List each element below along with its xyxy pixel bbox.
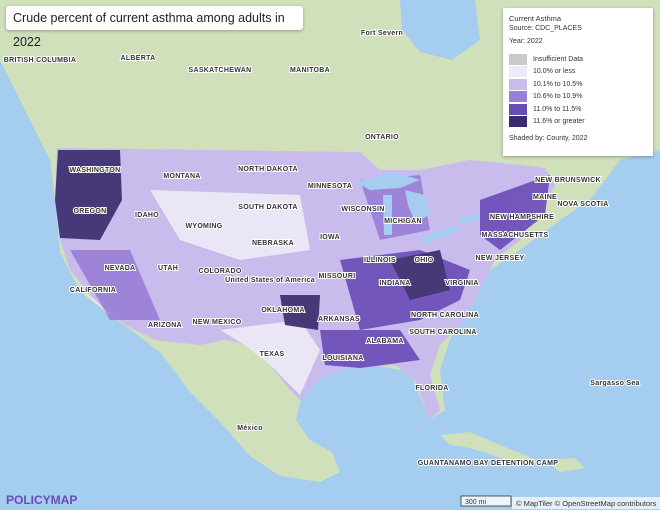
lake-erie	[420, 225, 460, 245]
lake-michigan	[383, 195, 392, 235]
legend-label: 11.0% to 11.5%	[533, 105, 582, 113]
place-label: INDIANA	[379, 280, 410, 287]
place-label: NEBRASKA	[252, 240, 294, 247]
legend-swatch	[509, 91, 527, 103]
place-label: UTAH	[158, 265, 178, 272]
legend-swatch	[509, 116, 527, 128]
legend-item: 11.0% to 11.5%	[509, 103, 647, 116]
place-label: ARKANSAS	[318, 316, 360, 323]
lake-ontario	[458, 214, 480, 224]
place-label: OHIO	[414, 257, 433, 264]
legend-swatch	[509, 78, 527, 90]
place-label: SASKATCHEWAN	[189, 67, 252, 74]
place-label: ONTARIO	[365, 134, 399, 141]
place-label: NEW JERSEY	[476, 255, 525, 262]
place-label: FLORIDA	[415, 385, 448, 392]
place-label: WYOMING	[185, 223, 222, 230]
place-label: México	[237, 425, 263, 432]
place-label: NEW HAMPSHIRE	[490, 214, 554, 221]
place-label: ILLINOIS	[364, 257, 396, 264]
place-label: ALABAMA	[366, 338, 403, 345]
place-label: United States of America	[225, 277, 315, 284]
hudson-bay	[400, 0, 480, 60]
place-label: CALIFORNIA	[70, 287, 116, 294]
legend-label: Insufficient Data	[533, 55, 584, 63]
place-label: MANITOBA	[290, 67, 330, 74]
logo: POLICYMAP	[6, 493, 77, 507]
legend-title: Current Asthma	[509, 14, 562, 23]
attribution: © MapTiler © OpenStreetMap contributors	[516, 499, 657, 508]
place-label: COLORADO	[198, 268, 241, 275]
legend-swatch	[509, 103, 527, 115]
legend-item: 10.1% to 10.5%	[509, 78, 647, 91]
place-label: MONTANA	[163, 173, 200, 180]
place-label: ARIZONA	[148, 322, 182, 329]
place-label: IDAHO	[135, 212, 159, 219]
place-label: SOUTH DAKOTA	[238, 204, 297, 211]
place-label: LOUISIANA	[322, 355, 363, 362]
place-label: ALBERTA	[120, 55, 155, 62]
place-label: OKLAHOMA	[261, 307, 305, 314]
place-label: IOWA	[320, 234, 340, 241]
place-label: GUANTANAMO BAY DETENTION CAMP	[418, 460, 558, 467]
place-label: Sargasso Sea	[590, 380, 640, 387]
place-label: WISCONSIN	[341, 206, 384, 213]
place-label: MICHIGAN	[384, 218, 422, 225]
place-label: BRITISH COLUMBIA	[4, 57, 76, 64]
legend-item: 10.0% or less	[509, 66, 647, 79]
attribution-bg	[512, 497, 660, 509]
place-label: NOVA SCOTIA	[557, 201, 608, 208]
legend-footer: Shaded by: County, 2022	[509, 135, 588, 142]
title-box: Crude percent of current asthma among ad…	[6, 6, 303, 49]
place-label: NEW BRUNSWICK	[535, 177, 601, 184]
legend-year: Year: 2022	[509, 38, 543, 45]
legend-label: 10.0% or less	[533, 68, 576, 76]
legend-item: Insufficient Data	[509, 53, 647, 66]
legend-label: 11.6% or greater	[533, 118, 585, 126]
place-label: TEXAS	[260, 351, 285, 358]
place-label: NORTH DAKOTA	[238, 166, 298, 173]
legend-item: 10.6% to 10.9%	[509, 91, 647, 104]
place-label: VIRGINIA	[445, 280, 479, 287]
place-label: MISSOURI	[318, 273, 355, 280]
place-label: Fort Severn	[361, 30, 403, 37]
lake-superior	[355, 172, 420, 190]
shading-texture	[55, 150, 550, 395]
legend: Current Asthma Source: CDC_PLACES Year: …	[503, 8, 653, 156]
place-label: SOUTH CAROLINA	[409, 329, 477, 336]
place-label: WASHINGTON	[69, 167, 120, 174]
legend-item: 11.6% or greater	[509, 116, 647, 129]
place-label: NORTH CAROLINA	[411, 312, 479, 319]
legend-swatch	[509, 66, 527, 78]
place-label: MASSACHUSETTS	[482, 232, 549, 239]
place-label: NEW MEXICO	[193, 319, 242, 326]
hispaniola	[545, 458, 585, 472]
place-label: NEVADA	[105, 265, 136, 272]
lake-huron	[405, 190, 430, 222]
legend-label: 10.1% to 10.5%	[533, 80, 583, 88]
legend-swatch	[509, 53, 527, 65]
cuba	[440, 432, 540, 464]
place-label: OREGON	[74, 208, 107, 215]
legend-source: Source: CDC_PLACES	[509, 25, 582, 32]
title: Crude percent of current asthma among ad…	[13, 11, 285, 49]
scale-bar	[460, 495, 512, 507]
place-label: MAINE	[533, 194, 557, 201]
place-label: MINNESOTA	[308, 183, 352, 190]
legend-label: 10.6% to 10.9%	[533, 93, 583, 101]
scale-label: 300 mi	[465, 499, 486, 506]
